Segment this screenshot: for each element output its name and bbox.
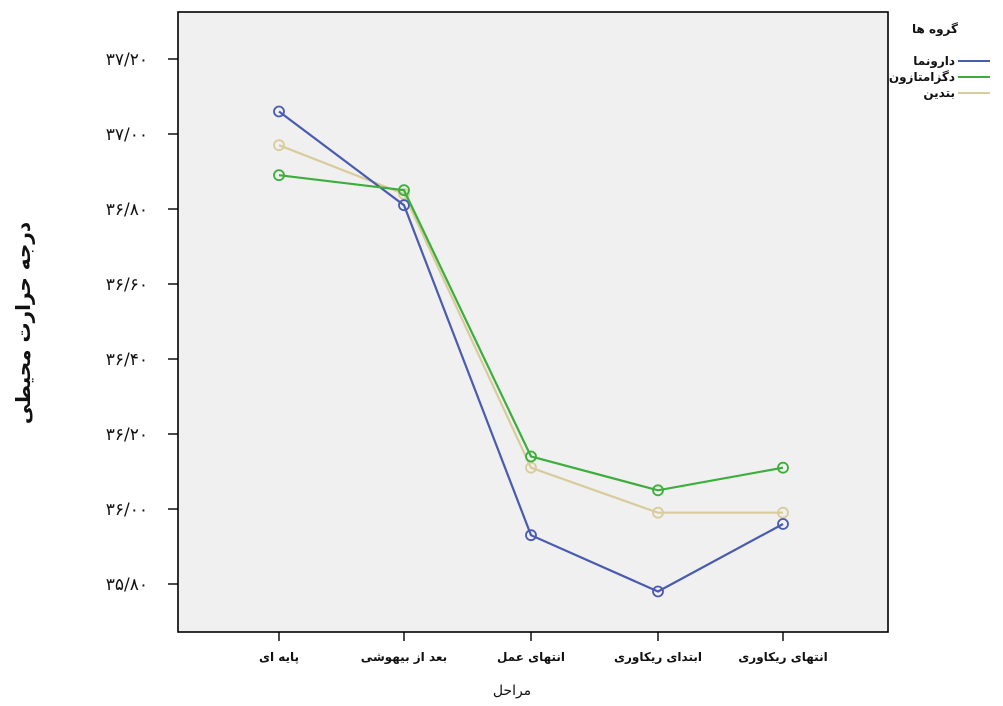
data-point (273, 105, 285, 118)
x-tick-label: انتهای عمل (497, 650, 565, 664)
y-tick-label: ۳۶/۸۰ (106, 200, 148, 220)
legend-label: دارونما (913, 54, 955, 69)
x-tick-label: ابتدای ریکاوری (614, 650, 702, 665)
y-axis-title: درجه حرارت محیطی (11, 222, 35, 424)
x-axis-title: مراحل (493, 683, 531, 699)
y-tick-label: ۳۶/۴۰ (106, 350, 148, 370)
x-tick-label: بعد از بیهوشی (361, 650, 447, 665)
series-layer (273, 105, 789, 598)
data-point (525, 450, 537, 463)
y-tick-label: ۳۶/۲۰ (106, 425, 148, 445)
data-point (273, 169, 285, 182)
legend-label: دگزامتازون (889, 70, 955, 85)
y-tick-label: ۳۶/۰۰ (106, 500, 148, 520)
data-point (652, 484, 664, 497)
data-point (777, 461, 789, 474)
series-line (278, 110, 784, 593)
y-tick-label: ۳۵/۸۰ (106, 575, 148, 595)
series-line (278, 144, 783, 514)
data-point (398, 199, 410, 212)
y-tick-label: ۳۷/۲۰ (106, 50, 148, 70)
data-point (273, 139, 285, 152)
legend-label: بتدین (923, 86, 955, 100)
data-point (777, 506, 789, 519)
x-tick-label: پایه ای (259, 650, 299, 664)
y-axis: ۳۵/۸۰ ۳۶/۰۰ ۳۶/۲۰ ۳۶/۴۰ ۳۶/۶۰ ۳۶/۸۰ ۳۷/۰۰ ۳۷/۲۰ (106, 50, 178, 595)
data-point (525, 461, 537, 474)
series-line (278, 174, 784, 492)
data-point (652, 506, 664, 519)
x-tick-label: انتهای ریکاوری (738, 650, 827, 665)
y-tick-label: ۳۶/۶۰ (106, 275, 148, 295)
plot-area (177, 11, 889, 633)
legend-title: گروه ها (912, 22, 958, 37)
data-point (398, 184, 410, 197)
data-point (525, 529, 537, 542)
y-tick-label: ۳۷/۰۰ (106, 125, 148, 145)
data-point (652, 585, 664, 598)
data-point (398, 188, 410, 200)
x-axis: پایه ای بعد از بیهوشی انتهای عمل ابتدای ریک… (259, 632, 828, 665)
data-point (777, 518, 789, 530)
